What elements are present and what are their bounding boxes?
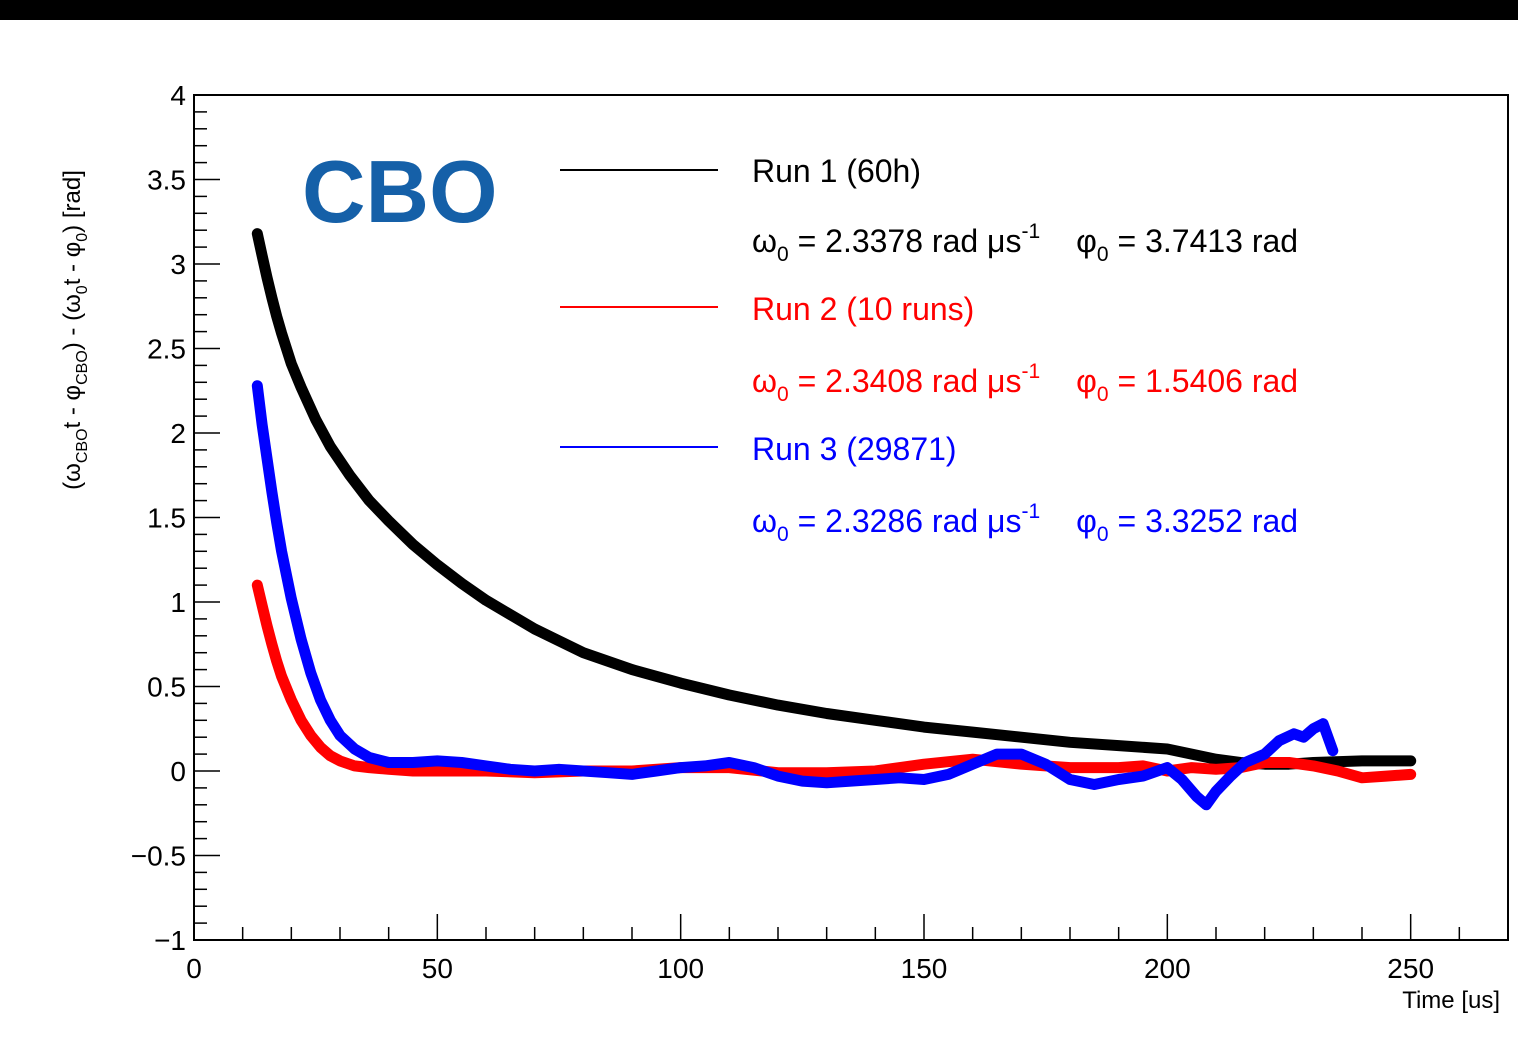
x-axis-label: Time [us] [1402,987,1500,1014]
x-tick-label: 100 [657,953,704,984]
x-tick-label: 150 [901,953,948,984]
overlay-label-cbo: CBO [302,142,498,241]
y-axis-tick-labels: −1 −0.5 0 0.5 1 1.5 2 2.5 3 3.5 4 [131,80,186,956]
y-tick-label: 1.5 [147,503,186,534]
y-tick-label: 0.5 [147,672,186,703]
y-tick-label: 3.5 [147,165,186,196]
x-tick-label: 250 [1387,953,1434,984]
legend-entry-run-3: Run 3 (29871) ω0 = 2.3286 rad μs-1 φ0 = 3… [560,431,1298,546]
x-tick-label: 200 [1144,953,1191,984]
y-tick-label: 1 [170,587,186,618]
y-tick-label: 2 [170,418,186,449]
y-tick-label: 3 [170,249,186,280]
series-layer [251,228,1417,811]
series-line-1 [251,228,1417,770]
series-line-3 [251,380,1339,811]
legend-label-run-2: Run 2 (10 runs) [752,291,974,327]
x-axis-tick-labels: 0 50 100 150 200 250 [186,953,1434,984]
y-tick-label: 0 [170,756,186,787]
y-tick-label: −1 [154,925,186,956]
legend-label-run-1: Run 1 (60h) [752,153,921,189]
y-axis-label: (ωCBOt - φCBO) - (ω0t - φ0) [rad] [59,170,91,490]
x-tick-label: 0 [186,953,202,984]
y-tick-label: −0.5 [131,841,186,872]
legend-label-run-3: Run 3 (29871) [752,431,957,467]
x-tick-label: 50 [422,953,453,984]
top-border-bar [0,0,1518,20]
series-line-2 [251,579,1417,784]
y-axis-ticks [194,94,220,941]
legend-params-run-2: ω0 = 2.3408 rad μs-1 φ0 = 1.5406 rad [752,360,1298,406]
x-axis-ticks [193,914,1509,940]
legend-params-run-3: ω0 = 2.3286 rad μs-1 φ0 = 3.3252 rad [752,500,1298,546]
legend-entry-run-2: Run 2 (10 runs) ω0 = 2.3408 rad μs-1 φ0 =… [560,291,1298,406]
legend-params-run-1: ω0 = 2.3378 rad μs-1 φ0 = 3.7413 rad [752,220,1298,266]
legend-entry-run-1: Run 1 (60h) ω0 = 2.3378 rad μs-1 φ0 = 3.7… [560,153,1298,266]
legend: Run 1 (60h) ω0 = 2.3378 rad μs-1 φ0 = 3.7… [560,153,1298,546]
y-tick-label: 2.5 [147,334,186,365]
y-tick-label: 4 [170,80,186,111]
